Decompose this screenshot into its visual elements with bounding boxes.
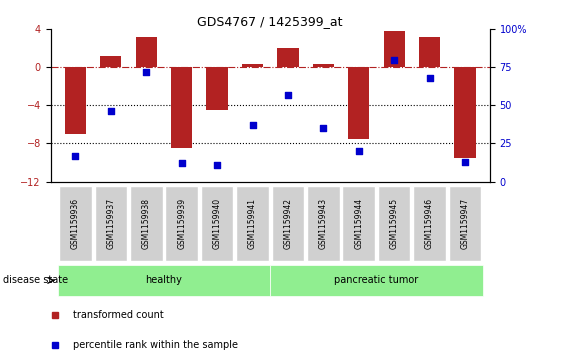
- FancyBboxPatch shape: [130, 186, 163, 261]
- Text: GSM1159938: GSM1159938: [142, 198, 151, 249]
- FancyBboxPatch shape: [378, 186, 410, 261]
- FancyBboxPatch shape: [272, 186, 304, 261]
- Point: [106, 109, 115, 114]
- Bar: [454, 67, 476, 158]
- FancyBboxPatch shape: [95, 186, 127, 261]
- Point: [319, 125, 328, 131]
- Point: [390, 57, 399, 62]
- Text: percentile rank within the sample: percentile rank within the sample: [73, 340, 238, 350]
- Bar: [100, 56, 122, 67]
- FancyBboxPatch shape: [307, 186, 339, 261]
- Point: [354, 148, 363, 154]
- Text: GSM1159943: GSM1159943: [319, 198, 328, 249]
- Text: transformed count: transformed count: [73, 310, 163, 320]
- Text: GSM1159945: GSM1159945: [390, 198, 399, 249]
- Bar: [419, 37, 440, 67]
- FancyBboxPatch shape: [201, 186, 234, 261]
- Text: GSM1159936: GSM1159936: [71, 198, 80, 249]
- FancyBboxPatch shape: [59, 186, 92, 261]
- Point: [425, 75, 434, 81]
- FancyBboxPatch shape: [166, 186, 198, 261]
- Text: disease state: disease state: [3, 276, 68, 285]
- FancyBboxPatch shape: [270, 265, 482, 296]
- Bar: [312, 64, 334, 67]
- Bar: [207, 67, 228, 110]
- Text: GSM1159939: GSM1159939: [177, 198, 186, 249]
- Text: GSM1159937: GSM1159937: [106, 198, 115, 249]
- Bar: [278, 48, 298, 67]
- Text: GSM1159947: GSM1159947: [461, 198, 470, 249]
- FancyBboxPatch shape: [342, 186, 375, 261]
- Point: [177, 160, 186, 166]
- Text: GSM1159944: GSM1159944: [354, 198, 363, 249]
- Bar: [242, 64, 263, 67]
- FancyBboxPatch shape: [449, 186, 481, 261]
- Text: pancreatic tumor: pancreatic tumor: [334, 276, 419, 285]
- Point: [142, 69, 151, 75]
- Text: GSM1159946: GSM1159946: [425, 198, 434, 249]
- Bar: [348, 67, 369, 139]
- Text: healthy: healthy: [146, 276, 182, 285]
- Text: GSM1159941: GSM1159941: [248, 198, 257, 249]
- FancyBboxPatch shape: [236, 186, 269, 261]
- Point: [71, 153, 80, 159]
- Text: GSM1159942: GSM1159942: [283, 198, 292, 249]
- Bar: [383, 31, 405, 67]
- Text: GSM1159940: GSM1159940: [213, 198, 222, 249]
- Point: [213, 162, 222, 168]
- Point: [283, 92, 292, 98]
- Bar: [171, 67, 193, 148]
- Point: [248, 122, 257, 128]
- Title: GDS4767 / 1425399_at: GDS4767 / 1425399_at: [198, 15, 343, 28]
- Bar: [136, 37, 157, 67]
- FancyBboxPatch shape: [413, 186, 446, 261]
- FancyBboxPatch shape: [58, 265, 270, 296]
- Bar: [65, 67, 86, 134]
- Point: [461, 159, 470, 164]
